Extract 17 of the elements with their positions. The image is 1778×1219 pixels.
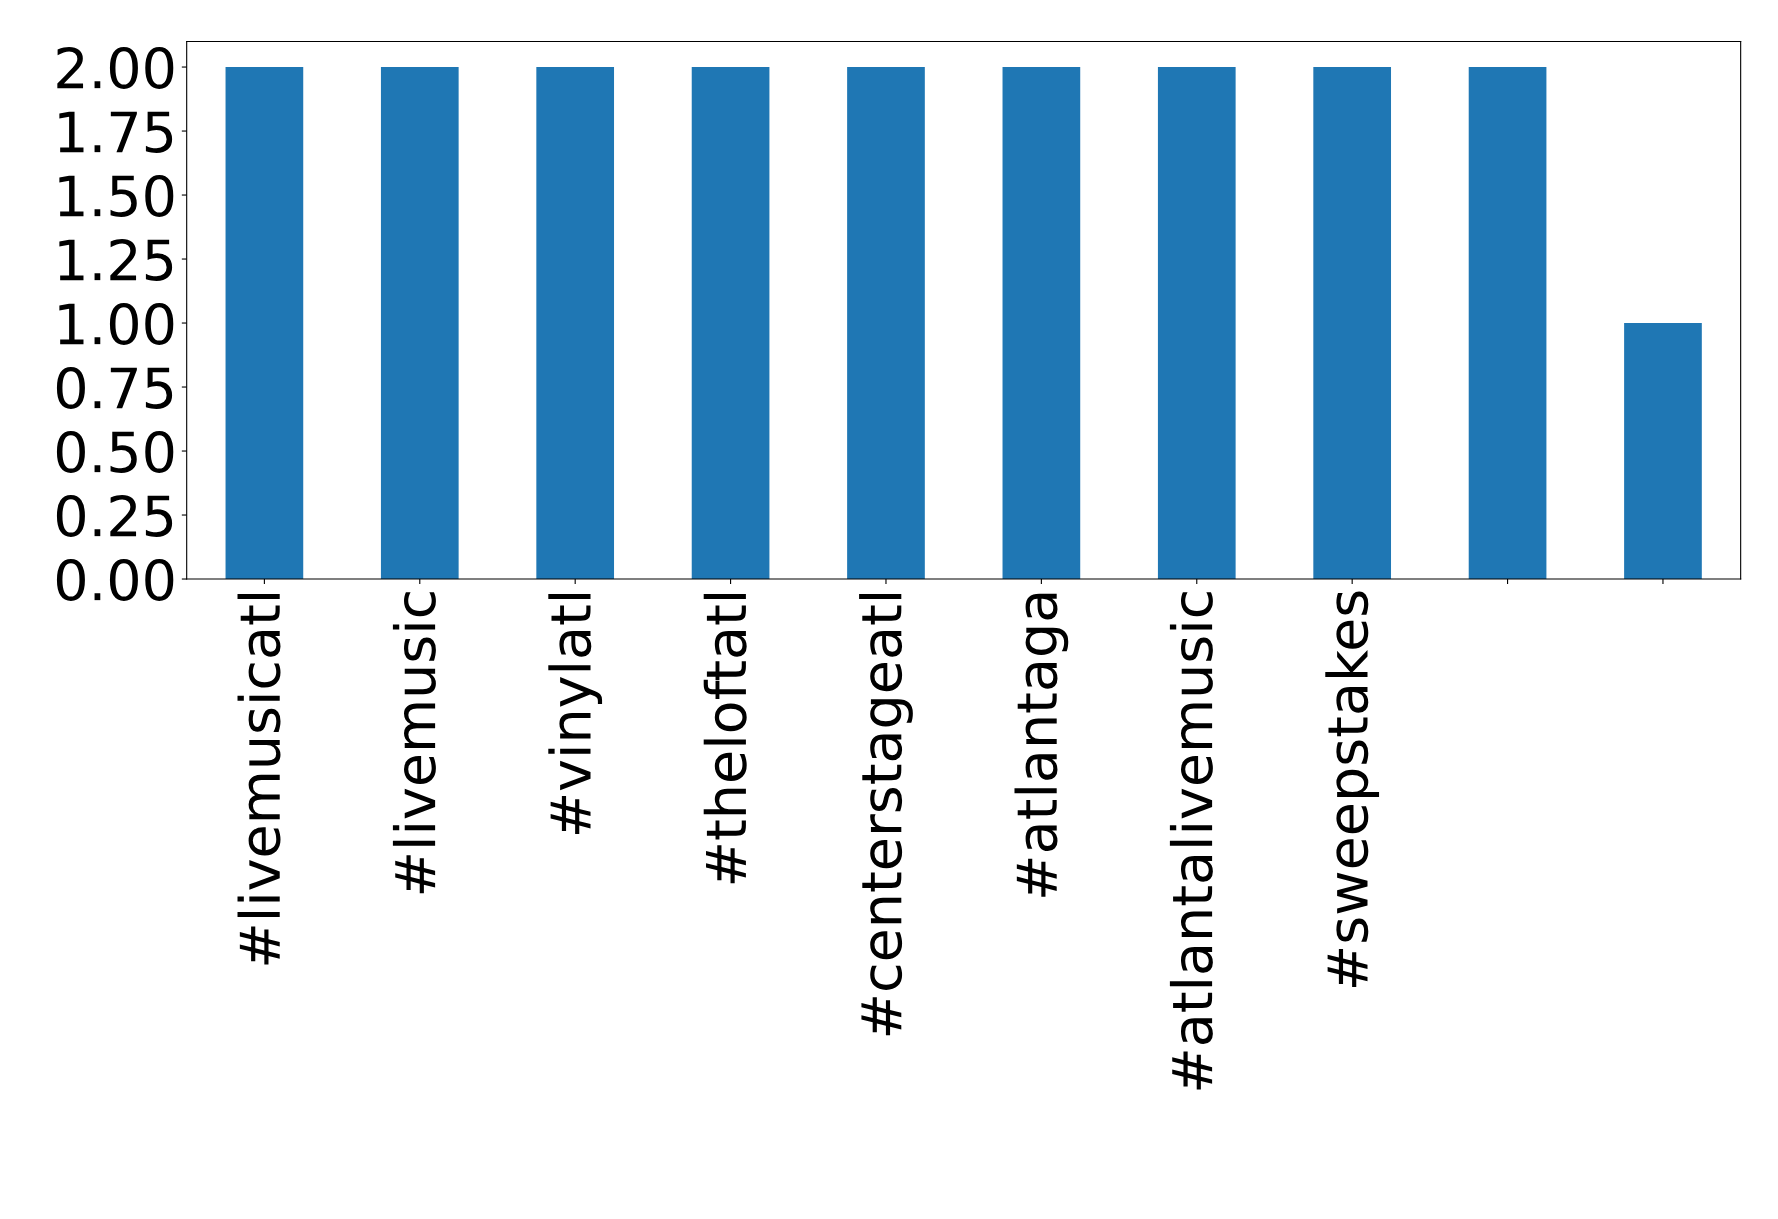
y-tick-label: 1.75 [59, 111, 173, 153]
y-tick-label: 0.50 [56, 430, 174, 473]
x-tick-label: #theloftatl [703, 593, 747, 884]
y-tick-label: 0.25 [56, 494, 173, 537]
y-tick-label: 1.25 [59, 238, 173, 281]
x-tick-label: #centerstageatl [859, 593, 913, 1036]
x-tick-label: #livemusic [392, 592, 436, 894]
y-tick-label: 2.00 [57, 46, 174, 89]
x-tick-label: #livemusicatl [237, 593, 281, 965]
x-tick-label: #sweepstakes [1325, 591, 1380, 988]
x-tick-label: #atlantaga [1014, 593, 1069, 897]
y-tick-label: 1.00 [59, 302, 174, 345]
y-tick-label: 0.75 [56, 366, 173, 409]
y-tick-label: 0.00 [56, 558, 174, 601]
x-tick-label: #atlantalivemusic [1169, 592, 1213, 1090]
y-tick-label: 1.50 [59, 174, 174, 217]
x-tick-label: #vinylatl [548, 593, 603, 835]
